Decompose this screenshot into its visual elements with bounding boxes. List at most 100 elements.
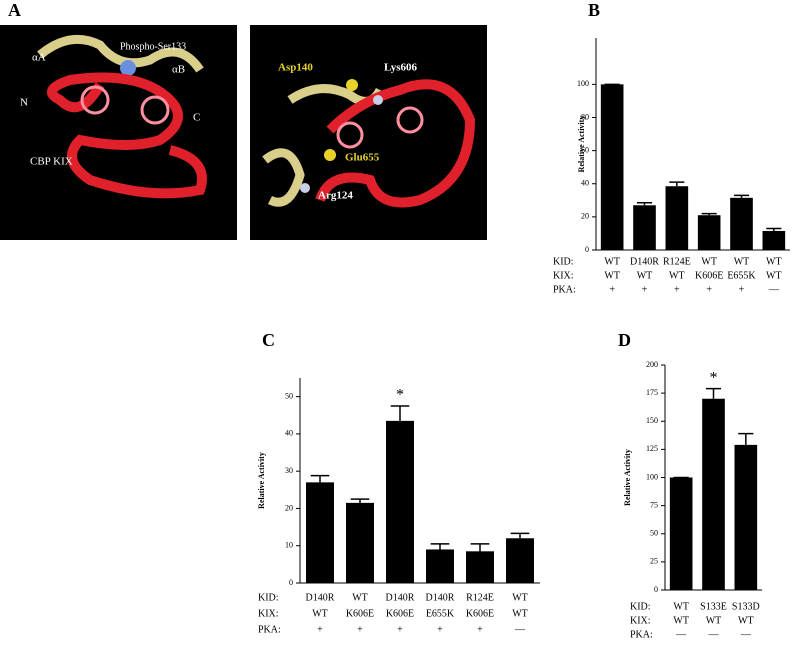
- condition-label: E655K: [727, 270, 756, 281]
- bar: [669, 477, 693, 590]
- y-tick-label: 25: [650, 557, 658, 566]
- y-tick-label: 0: [289, 578, 293, 587]
- row-label: KID:: [553, 256, 574, 267]
- condition-label: WT: [669, 270, 685, 281]
- row-label: PKA:: [258, 624, 281, 635]
- condition-label: WT: [637, 270, 653, 281]
- condition-label: —: [768, 284, 780, 295]
- condition-label: WT: [766, 256, 782, 267]
- y-tick-label: 100: [577, 79, 589, 88]
- bar: [306, 482, 334, 583]
- y-tick-label: 175: [646, 388, 658, 397]
- condition-label: D140R: [386, 592, 415, 603]
- condition-label: +: [739, 284, 745, 295]
- row-label: PKA:: [553, 284, 576, 295]
- panel-label: C: [262, 330, 275, 350]
- y-tick-label: 150: [646, 416, 658, 425]
- condition-label: S133E: [700, 601, 727, 612]
- error-bar: [733, 194, 750, 198]
- structure-image: [250, 25, 487, 240]
- row-label: KID:: [630, 601, 651, 612]
- error-bar: [705, 387, 722, 399]
- y-axis-label: Relative Activity: [577, 116, 586, 173]
- structure-drawing: [262, 79, 476, 208]
- condition-label: +: [706, 284, 712, 295]
- condition-label: K606E: [466, 608, 494, 619]
- condition-label: WT: [512, 592, 528, 603]
- condition-label: +: [609, 284, 615, 295]
- panel-label: D: [618, 330, 631, 350]
- error-bar: [390, 405, 410, 421]
- condition-label: —: [675, 629, 687, 640]
- error-bar: [701, 212, 717, 216]
- condition-label: WT: [766, 270, 782, 281]
- condition-label: +: [437, 624, 443, 635]
- condition-label: WT: [352, 592, 368, 603]
- condition-label: S133D: [732, 601, 760, 612]
- condition-label: —: [708, 629, 720, 640]
- condition-label: WT: [673, 615, 689, 626]
- bar: [633, 205, 656, 250]
- y-tick-label: 10: [285, 541, 293, 550]
- condition-label: K606E: [346, 608, 374, 619]
- condition-label: —: [514, 624, 526, 635]
- error-bar: [510, 532, 530, 539]
- bar: [386, 420, 414, 583]
- condition-label: +: [357, 624, 363, 635]
- condition-label: +: [674, 284, 680, 295]
- significance-mark: *: [396, 387, 404, 404]
- structure-drawing: [37, 34, 207, 199]
- error-bar: [310, 474, 330, 483]
- structure-label: CBP KIX: [30, 156, 73, 168]
- y-tick-label: 125: [646, 444, 658, 453]
- error-bar: [470, 543, 490, 552]
- bar: [600, 84, 624, 250]
- row-label: KID:: [258, 592, 279, 603]
- panel-label: A: [8, 0, 21, 20]
- bar: [730, 197, 753, 250]
- condition-label: D140R: [306, 592, 335, 603]
- bar: [762, 230, 786, 250]
- y-tick-label: 80: [581, 112, 589, 121]
- y-tick-label: 200: [646, 360, 658, 369]
- condition-label: WT: [738, 615, 754, 626]
- structure-label: Asp140: [278, 62, 313, 74]
- error-bar: [669, 181, 685, 187]
- condition-label: R124E: [663, 256, 691, 267]
- y-tick-label: 30: [285, 466, 293, 475]
- structure-label: Lys606: [384, 62, 418, 74]
- error-bar: [430, 543, 450, 550]
- panel-label: B: [588, 0, 600, 20]
- error-bar: [636, 202, 653, 206]
- y-tick-label: 60: [581, 145, 589, 154]
- bar: [466, 551, 494, 583]
- bar: [697, 215, 721, 250]
- row-label: KIX:: [553, 270, 574, 281]
- structure-label: Arg124: [318, 190, 353, 202]
- error-bar: [350, 498, 370, 503]
- bar: [506, 538, 534, 583]
- y-tick-label: 50: [285, 391, 293, 400]
- condition-label: —: [740, 629, 752, 640]
- bar: [346, 502, 374, 583]
- bar: [426, 549, 454, 583]
- condition-label: WT: [604, 256, 620, 267]
- condition-label: D140R: [426, 592, 455, 603]
- structure-label: Glu655: [345, 152, 380, 164]
- condition-label: WT: [312, 608, 328, 619]
- error-bar: [766, 227, 782, 231]
- condition-label: WT: [701, 256, 717, 267]
- y-tick-label: 40: [285, 429, 293, 438]
- condition-label: +: [642, 284, 648, 295]
- bar: [665, 186, 689, 250]
- condition-label: D140R: [630, 256, 659, 267]
- condition-label: WT: [673, 601, 689, 612]
- condition-label: WT: [604, 270, 620, 281]
- y-tick-label: 20: [581, 212, 589, 221]
- structure-label: N: [20, 97, 28, 109]
- condition-label: +: [317, 624, 323, 635]
- condition-label: +: [397, 624, 403, 635]
- y-tick-label: 0: [585, 245, 589, 254]
- bar: [702, 398, 725, 590]
